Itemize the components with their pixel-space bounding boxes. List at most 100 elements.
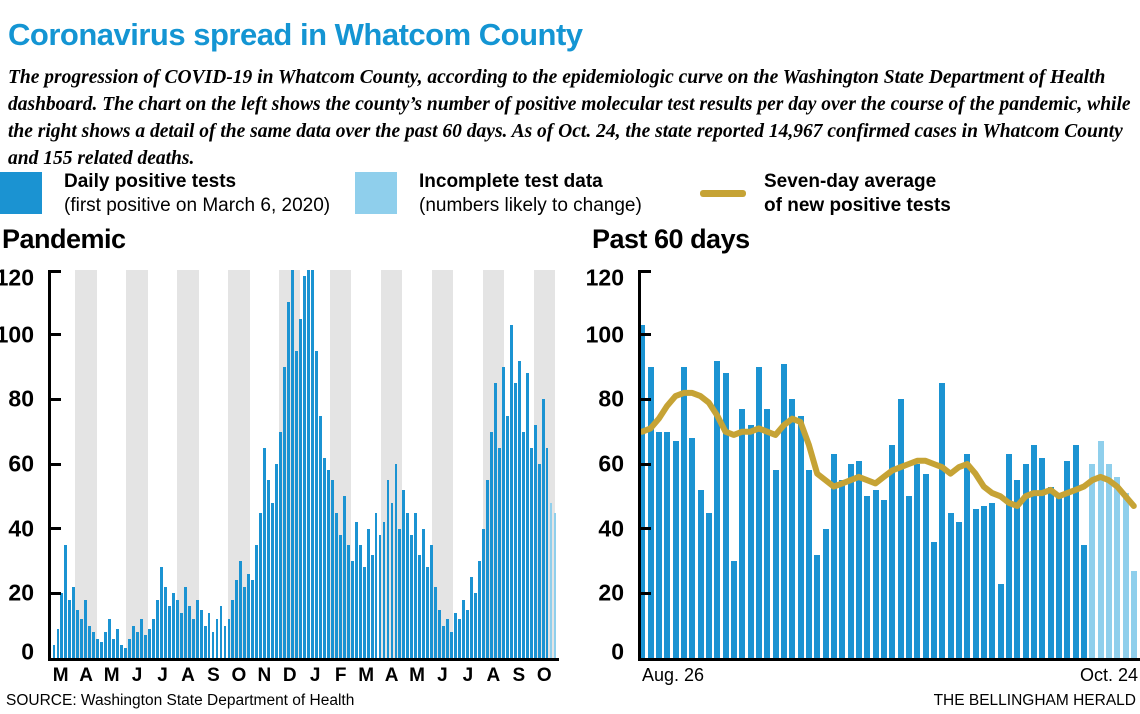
daily-positive-bar	[398, 528, 402, 658]
daily-positive-bar	[922, 473, 929, 658]
daily-positive-bar	[505, 415, 509, 658]
daily-positive-bar	[889, 444, 896, 658]
legend-average-text: Seven-day average of new positive tests	[764, 170, 951, 218]
y-tick	[51, 591, 61, 595]
daily-positive-bar	[171, 593, 175, 658]
daily-positive-bar	[314, 350, 318, 658]
daily-positive-bar	[722, 373, 729, 658]
daily-positive-bar	[755, 367, 762, 658]
daily-positive-bar	[338, 535, 342, 658]
month-label: S	[512, 665, 526, 686]
x-end-label: Oct. 24	[1079, 665, 1138, 685]
daily-positive-bar	[291, 270, 294, 658]
daily-positive-bar	[1072, 444, 1079, 658]
month-label: A	[486, 665, 501, 686]
daily-positive-bar	[497, 447, 501, 658]
daily-positive-bar	[855, 460, 862, 658]
daily-positive-bar	[247, 573, 251, 658]
daily-positive-bar	[839, 480, 846, 658]
daily-positive-bar	[191, 619, 195, 658]
source-credit: SOURCE: Washington State Department of H…	[6, 692, 355, 709]
month-label: O	[231, 665, 247, 686]
daily-positive-bar	[680, 367, 687, 658]
daily-positive-bar	[267, 480, 271, 658]
daily-positive-bar	[128, 638, 131, 658]
daily-positive-bar	[897, 399, 904, 658]
daily-positive-bar	[482, 528, 485, 658]
daily-positive-bar	[108, 619, 112, 658]
daily-positive-bar	[235, 580, 239, 658]
daily-positive-bar	[930, 541, 937, 658]
daily-positive-bar	[418, 554, 422, 658]
daily-positive-bar	[914, 464, 921, 658]
legend-daily-sub: (first positive on March 6, 2020)	[64, 194, 331, 216]
daily-positive-bar	[223, 625, 227, 658]
daily-positive-bar	[390, 502, 394, 658]
daily-positive-bar	[120, 645, 123, 658]
y-tick	[641, 270, 651, 273]
daily-positive-bar	[872, 489, 879, 658]
legend-daily-text: Daily positive tests (first positive on …	[64, 170, 330, 218]
daily-positive-bar	[410, 535, 414, 658]
daily-positive-bar	[132, 625, 135, 658]
y-tick	[51, 397, 61, 401]
daily-positive-bar	[52, 645, 56, 658]
y-tick	[51, 527, 61, 531]
daily-positive-bar	[112, 638, 116, 658]
month-label: A	[79, 665, 94, 686]
daily-positive-bar	[358, 544, 362, 658]
y-tick	[641, 333, 651, 337]
past-60-days-chart-plot: 0 20 40 60 80 100 120 Aug. 26 Oct. 24	[586, 266, 1140, 685]
daily-positive-bar	[299, 318, 302, 658]
month-label: J	[131, 665, 143, 686]
daily-positive-bar	[474, 593, 477, 658]
daily-positive-bar	[334, 512, 338, 658]
daily-positive-bar	[647, 367, 654, 658]
incomplete-bar	[549, 502, 553, 658]
daily-positive-bar	[1005, 454, 1012, 658]
daily-positive-bar	[525, 373, 529, 658]
y-tick-label: 100	[585, 321, 624, 348]
publisher-credit: THE BELLINGHAM HERALD	[933, 692, 1136, 709]
daily-positive-bar	[155, 599, 159, 658]
daily-positive-bar	[382, 522, 386, 658]
daily-positive-bar	[279, 431, 283, 658]
daily-positive-bar	[159, 567, 163, 658]
pandemic-chart-plot: 0 20 40 60 80 100 120 M A M J J A S O N D J F M A M J J A S O	[0, 266, 559, 686]
daily-positive-bar	[402, 489, 406, 658]
daily-positive-bar	[1064, 460, 1071, 658]
daily-positive-bar	[378, 535, 382, 658]
y-tick	[51, 462, 61, 466]
y-tick	[641, 397, 651, 401]
daily-positive-bar	[84, 599, 88, 658]
daily-positive-bar	[175, 599, 179, 658]
daily-positive-bar	[422, 528, 426, 658]
daily-positive-bar	[545, 447, 549, 658]
daily-positive-bar	[311, 270, 314, 658]
daily-positive-bar	[442, 625, 446, 658]
daily-positive-bar	[271, 502, 275, 658]
month-band	[75, 270, 97, 658]
daily-positive-bar	[462, 599, 465, 658]
daily-positive-bar	[354, 522, 358, 658]
daily-positive-bar	[989, 502, 996, 658]
daily-positive-bar	[509, 324, 513, 658]
daily-positive-bar	[326, 470, 330, 658]
daily-positive-bar	[406, 512, 410, 658]
daily-positive-bar	[231, 599, 235, 658]
y-tick-label: 120	[0, 264, 34, 291]
x-axis	[638, 658, 1140, 661]
month-label: M	[358, 665, 375, 686]
daily-positive-bar	[183, 586, 187, 658]
daily-positive-bar	[997, 583, 1004, 658]
daily-positive-bar	[203, 625, 207, 658]
daily-positive-bar	[450, 632, 454, 658]
month-label: M	[103, 665, 120, 686]
daily-positive-bar	[797, 415, 804, 658]
daily-positive-bar	[346, 544, 350, 658]
left-chart-title: Pandemic	[2, 224, 126, 254]
daily-positive-bar	[64, 544, 68, 658]
incomplete-data-swatch	[355, 172, 397, 214]
daily-positive-bar	[275, 464, 279, 658]
daily-positive-bar	[847, 464, 854, 658]
